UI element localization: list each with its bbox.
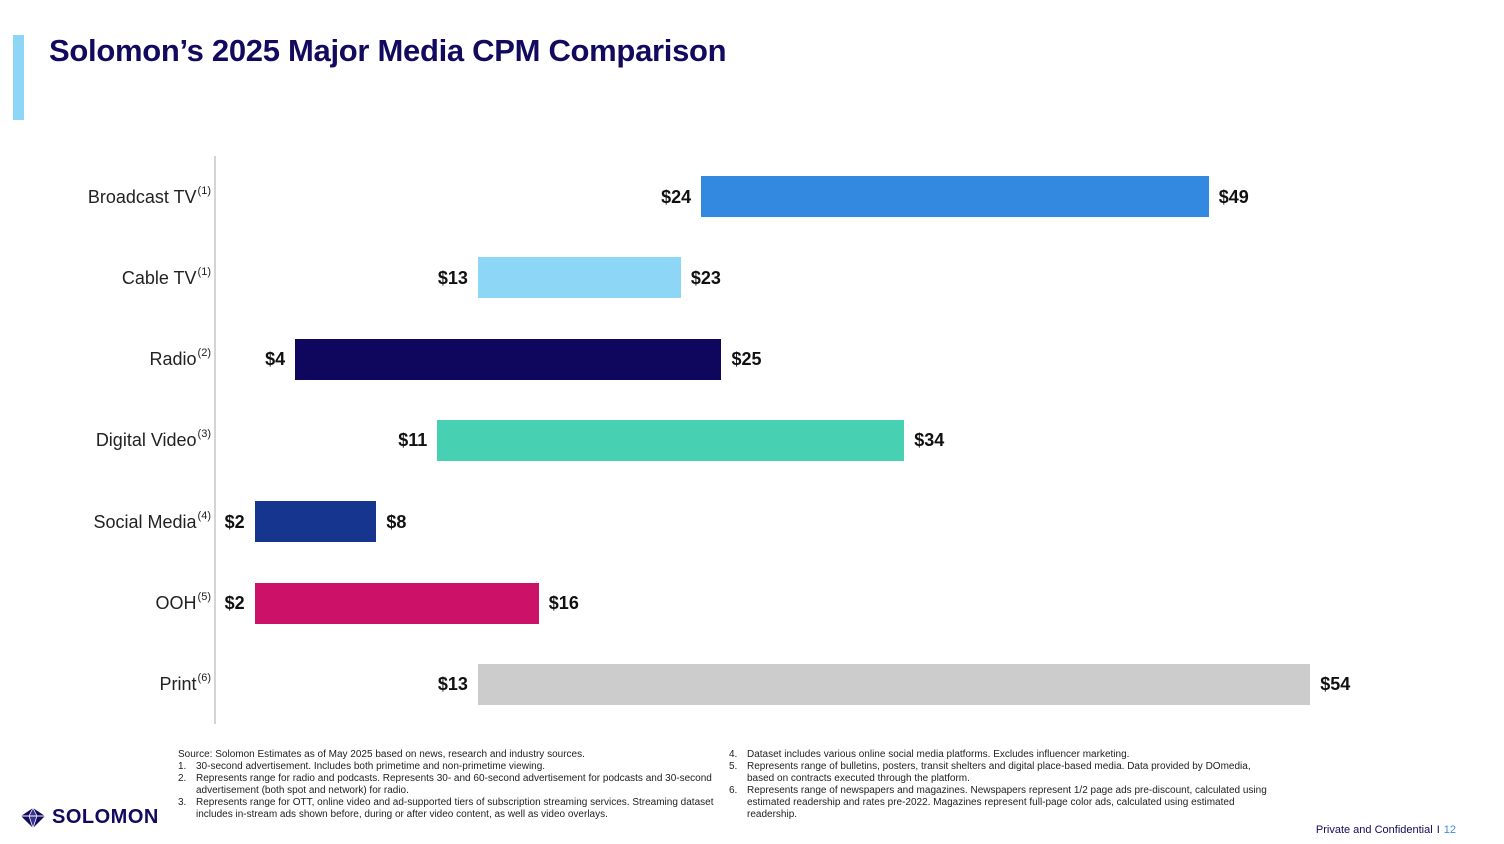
low-value-label-print: $13 xyxy=(437,674,468,695)
solomon-logo: SOLOMON xyxy=(20,806,159,829)
footnote-ref: (5) xyxy=(197,591,211,603)
footnotes-left: Source: Solomon Estimates as of May 2025… xyxy=(178,749,730,821)
low-value-label-cable-tv: $13 xyxy=(437,267,468,288)
low-value-label-social-media: $2 xyxy=(224,511,245,532)
category-name: OOH xyxy=(155,593,197,613)
footnote-number: 2. xyxy=(178,773,187,784)
category-name: Cable TV xyxy=(121,267,197,288)
footnote-text: Dataset includes various online social m… xyxy=(747,749,1130,760)
category-label-print: Print(6) xyxy=(160,672,211,696)
source-note: Source: Solomon Estimates as of May 2025… xyxy=(178,749,585,760)
page-title: Solomon’s 2025 Major Media CPM Compariso… xyxy=(49,33,727,68)
category-axis-line xyxy=(214,156,216,724)
category-label-broadcast-tv: Broadcast TV(1) xyxy=(88,185,211,209)
high-value-label-digital-video: $34 xyxy=(914,430,945,451)
footnote-ref: (1) xyxy=(197,184,211,197)
bar-cable-tv xyxy=(477,257,681,299)
footnote-text: Represents range of bulletins, posters, … xyxy=(747,761,1251,784)
footnotes-right: 4. Dataset includes various online social… xyxy=(729,749,1269,821)
high-value-label-broadcast-tv: $49 xyxy=(1218,186,1249,207)
category-label-ooh: OOH(5) xyxy=(156,591,211,615)
category-name: Print xyxy=(159,674,197,695)
solomon-gem-icon xyxy=(21,807,45,828)
high-value-label-print: $54 xyxy=(1320,674,1351,695)
footnote-text: Represents range for radio and podcasts.… xyxy=(196,773,712,796)
bar-social-media xyxy=(254,501,377,543)
low-value-label-radio: $4 xyxy=(265,349,286,370)
confidential-label: Private and Confidential xyxy=(1315,824,1433,836)
category-name: Broadcast TV xyxy=(87,186,197,207)
logo-wordmark: SOLOMON xyxy=(52,806,159,828)
low-value-label-broadcast-tv: $24 xyxy=(661,186,692,207)
footnote-item: 6. Represents range of newspapers and mag… xyxy=(729,785,1269,821)
category-name: Digital Video xyxy=(95,430,197,451)
footnote-item: 4. Dataset includes various online social… xyxy=(729,749,1269,761)
footnote-number: 3. xyxy=(178,797,187,808)
page-number: 12 xyxy=(1443,824,1456,836)
high-value-label-radio: $25 xyxy=(731,349,762,370)
category-label-social-media: Social Media(4) xyxy=(93,510,211,534)
footnote-ref: (2) xyxy=(197,347,211,360)
low-value-label-ooh: $2 xyxy=(224,593,245,613)
low-value-label-digital-video: $11 xyxy=(398,430,428,451)
bar-broadcast-tv xyxy=(701,176,1209,217)
bar-radio xyxy=(295,338,722,380)
bar-print xyxy=(477,663,1311,705)
footnote-ref: (6) xyxy=(197,672,211,685)
category-name: Radio xyxy=(149,349,197,370)
footnote-text: 30-second advertisement. Includes both p… xyxy=(196,761,546,772)
confidential-footer: Private and Confidential I 12 xyxy=(1316,824,1456,836)
bar-ooh xyxy=(254,582,539,624)
category-label-cable-tv: Cable TV(1) xyxy=(122,266,211,290)
footnote-ref: (1) xyxy=(197,265,211,278)
bar-digital-video xyxy=(437,419,905,461)
footnote-number: 5. xyxy=(729,761,738,772)
category-label-digital-video: Digital Video(3) xyxy=(96,428,211,452)
footnote-number: 1. xyxy=(178,761,187,772)
category-name: Social Media xyxy=(93,511,197,532)
footnote-number: 6. xyxy=(729,785,738,796)
footnote-item: 1. 30-second advertisement. Includes both… xyxy=(178,761,730,773)
footnote-text: Represents range of newspapers and magaz… xyxy=(747,785,1267,820)
high-value-label-ooh: $16 xyxy=(548,593,579,613)
title-accent-bar xyxy=(13,35,24,120)
footnote-item: 5. Represents range of bulletins, posters… xyxy=(729,761,1269,785)
footnote-ref: (4) xyxy=(197,509,211,522)
footnote-text: Represents range for OTT, online video a… xyxy=(196,797,714,820)
category-label-radio: Radio(2) xyxy=(150,347,211,371)
footnote-number: 4. xyxy=(729,749,738,760)
high-value-label-social-media: $8 xyxy=(386,511,407,532)
footer-separator: I xyxy=(1436,824,1440,836)
footnote-ref: (3) xyxy=(197,428,211,441)
high-value-label-cable-tv: $23 xyxy=(690,267,721,288)
footnote-item: 3. Represents range for OTT, online video… xyxy=(178,797,730,821)
footnote-item: 2. Represents range for radio and podcast… xyxy=(178,773,730,797)
